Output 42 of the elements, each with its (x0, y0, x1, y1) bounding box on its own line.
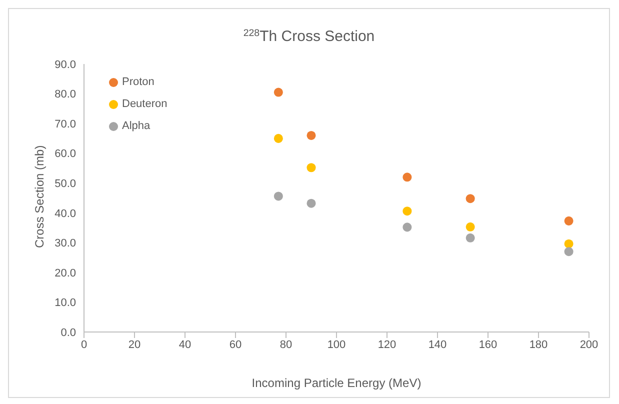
point (564, 216, 574, 226)
y-tick-label: 20.0 (54, 267, 76, 280)
x-tick-label: 180 (529, 338, 548, 351)
chart-title: $^{228}$Th Cross Section (243, 28, 375, 45)
x-tick-label: 0 (80, 338, 88, 351)
point (466, 194, 475, 204)
y-tick-label: 50.0 (54, 178, 76, 190)
y-tick-label: 70.0 (54, 118, 76, 130)
point (274, 192, 283, 201)
point (274, 88, 283, 97)
x-tick-label: 140 (428, 338, 447, 351)
y-tick-label: 10.0 (54, 297, 76, 310)
x-tick-label: 20 (128, 338, 141, 351)
point (402, 172, 412, 182)
legend-label: Proton (122, 76, 154, 88)
y-tick-label: 80.0 (54, 88, 76, 101)
point (274, 134, 283, 143)
legend-label: Deuteron (122, 98, 168, 110)
x-tick-label: 40 (178, 338, 192, 351)
point (402, 222, 412, 232)
x-axis-title: Incoming Particle Energy (MeV) (252, 376, 422, 390)
y-axis-title: Cross Section (mb) (32, 145, 46, 248)
point (564, 239, 574, 248)
x-tick-label: 60 (229, 338, 242, 351)
point (564, 247, 574, 256)
point (306, 130, 316, 140)
x-tick-label: 200 (580, 338, 598, 351)
y-tick-label: 60.0 (54, 148, 76, 160)
y-tick-label: 0.0 (60, 326, 76, 339)
x-tick-label: 160 (478, 338, 498, 351)
y-tick-label: 40.0 (54, 208, 76, 220)
point (466, 222, 475, 232)
point (466, 233, 475, 242)
x-tick-label: 120 (378, 338, 396, 351)
x-tick-label: 100 (327, 338, 346, 351)
point (306, 198, 316, 208)
point (306, 163, 316, 172)
x-tick-label: 80 (280, 338, 292, 351)
point (402, 206, 412, 216)
legend-label: Alpha (122, 120, 150, 132)
y-tick-label: 90.0 (54, 58, 76, 71)
y-tick-label: 30.0 (54, 238, 76, 250)
